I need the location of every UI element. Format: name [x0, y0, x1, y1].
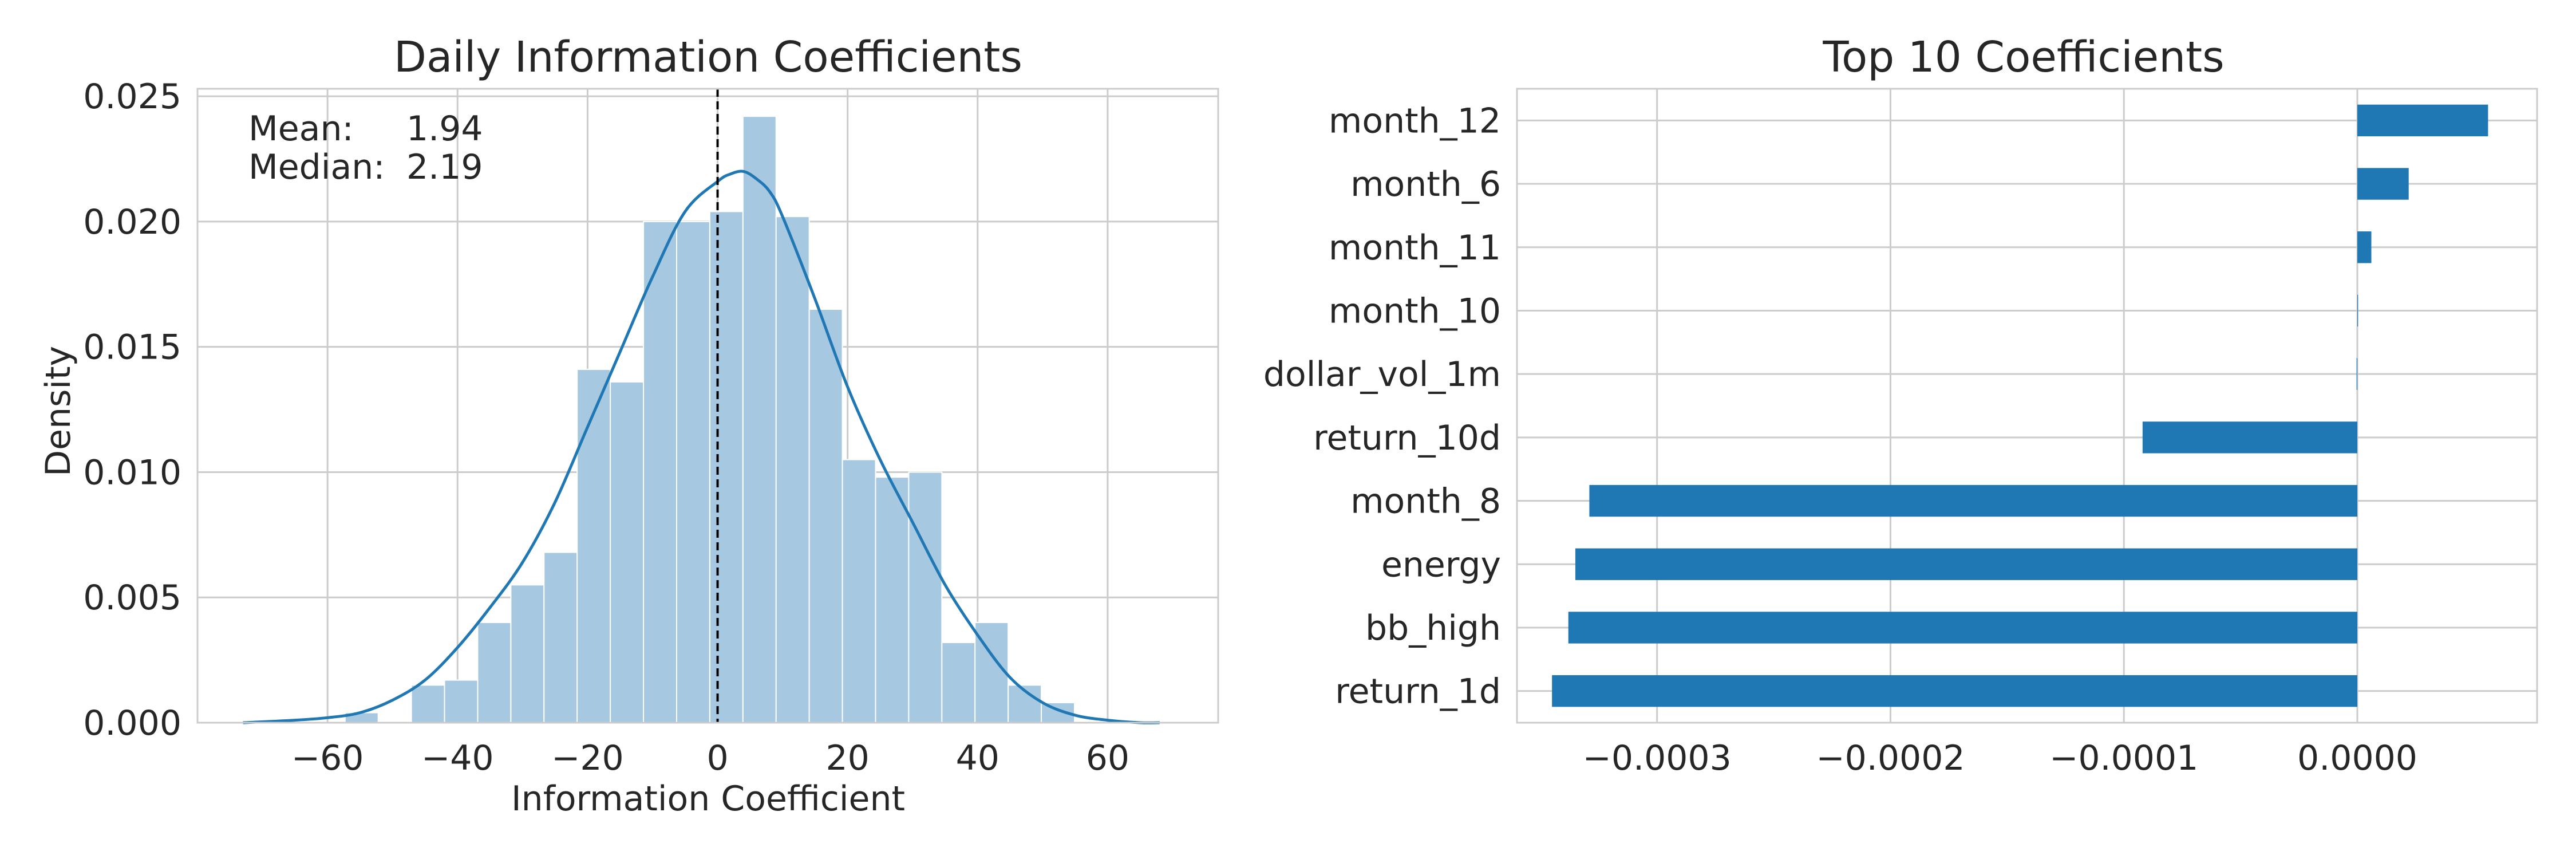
histogram-y-tick-label: 0.010	[83, 452, 181, 492]
histogram-y-tick-label: 0.020	[83, 202, 181, 242]
histogram-bar	[709, 211, 744, 723]
histogram-y-tick-labels: 0.000 0.005 0.010 0.015 0.020 0.025	[83, 77, 181, 743]
histogram-bar	[941, 641, 976, 723]
coefficients-category-label: month_10	[1329, 291, 1501, 331]
histogram-panel: −60 −40 −20 0 20 40 60 0.0000.0050.0100.0150.0…	[38, 33, 1219, 819]
histogram-bar	[510, 584, 545, 724]
coefficients-category-labels: month_12 month_6 month_11 month_10 dollar_vo…	[1263, 101, 1501, 711]
median-value: 2.19	[406, 147, 483, 187]
coefficients-category-label: month_8	[1350, 482, 1501, 522]
coefficients-category-label: dollar_vol_1m	[1263, 354, 1501, 395]
histogram-bar	[775, 216, 810, 723]
mean-value: 1.94	[406, 109, 483, 149]
kde-line	[243, 170, 1160, 724]
coefficient-bars	[1552, 104, 2488, 707]
coefficient-bar	[1552, 675, 2358, 707]
coefficients-x-tick-label: −0.0001	[2049, 738, 2198, 778]
histogram-bar	[675, 220, 710, 723]
coefficient-bar	[2357, 168, 2409, 200]
histogram-x-tick-label: 40	[956, 738, 999, 778]
coefficient-bar	[2357, 231, 2372, 263]
coefficient-bar	[1568, 612, 2358, 644]
histogram-x-tick-label: 0	[706, 738, 728, 778]
histogram-bar	[543, 551, 578, 724]
histogram-bar	[908, 471, 943, 724]
coefficient-bar	[2142, 421, 2358, 454]
histogram-bar	[444, 679, 479, 723]
coefficient-bar	[1589, 484, 2358, 517]
median-label: Median:	[248, 147, 385, 187]
histogram-bar	[410, 684, 445, 723]
histogram-y-tick-label: 0.015	[83, 328, 181, 368]
coefficient-bar	[1575, 548, 2358, 580]
coefficients-x-tick-labels: −0.0003 −0.0002 −0.0001 0.0000	[1583, 738, 2417, 778]
histogram-x-tick-labels: −60 −40 −20 0 20 40 60	[291, 738, 1129, 778]
coefficients-x-tick-label: −0.0003	[1583, 738, 1732, 778]
histogram-bar	[610, 381, 645, 723]
histogram-bar	[875, 476, 910, 724]
coefficients-x-tick-label: 0.0000	[2297, 738, 2417, 778]
coefficients-category-label: month_11	[1329, 228, 1501, 268]
histogram-bar	[742, 116, 777, 723]
histogram-bar	[841, 459, 876, 723]
histogram-bar	[643, 220, 677, 723]
histogram-bar	[808, 309, 843, 723]
coefficient-bar	[2357, 104, 2488, 137]
histogram-bars	[344, 116, 1076, 724]
mean-label: Mean:	[248, 109, 354, 149]
coefficients-category-label: month_12	[1329, 101, 1501, 141]
histogram-x-tick-label: 60	[1086, 738, 1129, 778]
coefficients-category-label: month_6	[1350, 164, 1501, 204]
coefficients-title: Top 10 Coefficients	[1822, 33, 2224, 82]
histogram-x-tick-label: −40	[421, 738, 494, 778]
coefficient-bar	[2357, 294, 2358, 327]
histogram-x-tick-label: −20	[551, 738, 624, 778]
coefficients-x-tick-label: −0.0002	[1816, 738, 1965, 778]
histogram-x-tick-label: 20	[825, 738, 869, 778]
histogram-plot-frame	[196, 88, 1219, 724]
histogram-y-tick-label: 0.005	[83, 578, 181, 618]
coefficients-category-label: bb_high	[1365, 608, 1501, 648]
histogram-y-tick-label: 0.025	[83, 77, 181, 117]
coefficients-panel: month_12 month_6 month_11 month_10 dollar_vo…	[1263, 33, 2538, 778]
coefficients-plot-frame	[1516, 88, 2538, 724]
histogram-x-axis-label: Information Coefficient	[511, 779, 905, 819]
histogram-x-tick-label: −60	[291, 738, 364, 778]
histogram-title: Daily Information Coefficients	[394, 33, 1022, 82]
coefficients-category-label: energy	[1381, 545, 1501, 585]
histogram-y-tick-label: 0.000	[83, 703, 181, 743]
histogram-y-axis-label: Density	[38, 346, 78, 476]
coefficients-category-label: return_10d	[1313, 418, 1501, 458]
histogram-bar	[576, 369, 611, 723]
coefficients-category-label: return_1d	[1335, 672, 1501, 712]
histogram-bar	[477, 621, 512, 723]
